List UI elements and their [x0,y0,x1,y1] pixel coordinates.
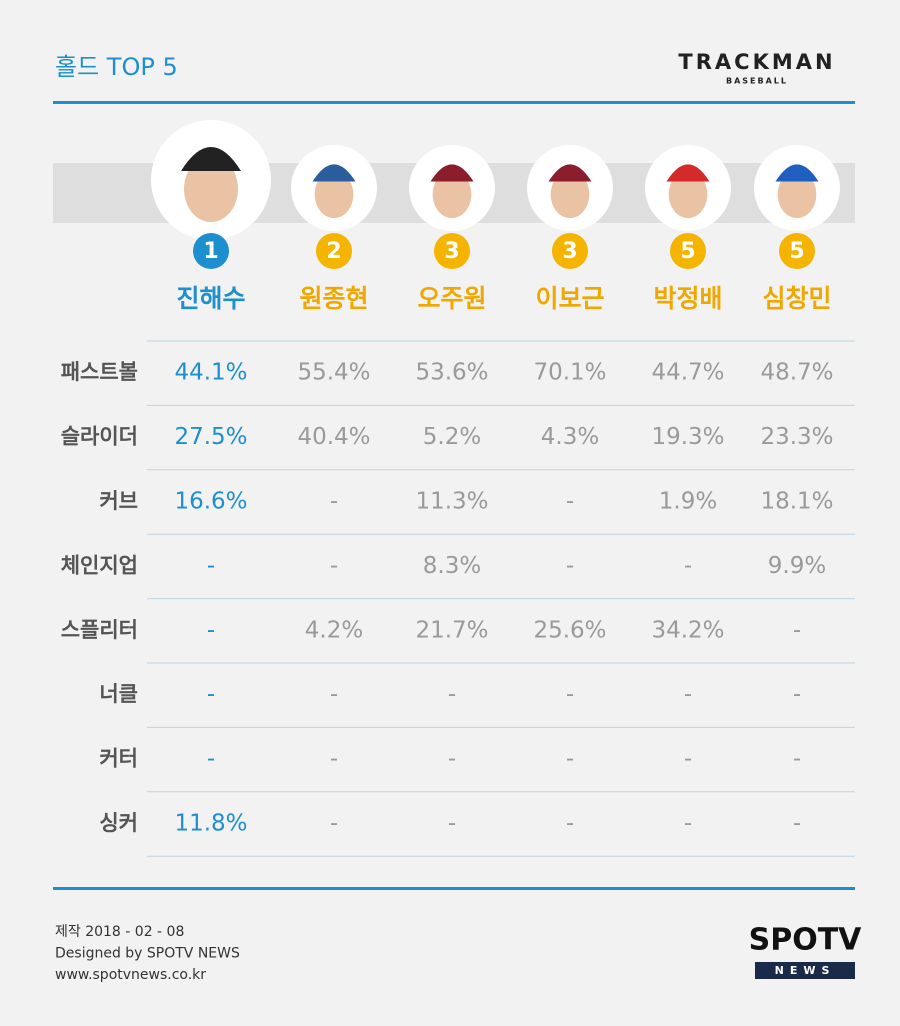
player-name: 박정배 [653,284,722,313]
cell: 55.4% [297,360,370,386]
cell: - [330,553,338,579]
player-cap [775,164,819,182]
player-face [184,156,238,222]
cell: 44.1% [174,360,247,386]
cell: 19.3% [651,424,724,450]
cell: - [684,553,692,579]
cell: 53.6% [415,360,488,386]
player-name: 원종현 [299,284,368,313]
cell: 18.1% [760,489,833,515]
cell: - [793,617,801,643]
cell: 44.7% [651,360,724,386]
player-cap [312,164,356,182]
cell: 27.5% [174,424,247,450]
cell: - [330,746,338,772]
rank-badge [193,233,229,269]
cell: 21.7% [415,617,488,643]
rank-badge [552,233,588,269]
rank: 5 [789,239,804,264]
footer-line: Designed by SPOTV NEWS [55,946,240,962]
footer-line: 제작 2018 - 02 - 08 [55,924,184,940]
rank-badge [316,233,352,269]
cell: 48.7% [760,360,833,386]
cell: - [793,746,801,772]
cell: 9.9% [768,553,826,579]
rank: 2 [326,239,341,264]
cell: 4.3% [541,424,599,450]
cell: 4.2% [305,617,363,643]
trackman-logo: TRACKMAN [678,50,835,74]
cell: 25.6% [533,617,606,643]
cell: 5.2% [423,424,481,450]
cell: - [566,553,574,579]
rank-badge [779,233,815,269]
cell: - [207,746,215,772]
brand: SPOTV [749,923,863,958]
cell: 40.4% [297,424,370,450]
footer-line: www.spotvnews.co.kr [55,967,206,983]
row-label: 너클 [99,682,138,706]
cell: - [330,682,338,708]
player-name: 진해수 [176,284,245,313]
row-label: 싱커 [99,811,138,835]
cell: - [448,682,456,708]
cell: - [684,682,692,708]
player-name: 심창민 [762,284,831,313]
rank: 1 [203,239,218,264]
cell: - [793,682,801,708]
cell: - [684,811,692,837]
cell: 16.6% [174,489,247,515]
bottom-rule [53,887,855,890]
cell: - [207,682,215,708]
cell: - [207,617,215,643]
player-name: 이보근 [535,284,604,313]
player-face [777,170,817,219]
rank: 3 [562,239,577,264]
cell: - [448,811,456,837]
player-face [668,170,708,219]
row-label: 커터 [99,747,138,771]
trackman-sub: BASEBALL [726,77,788,86]
cell: 34.2% [651,617,724,643]
cell: - [330,489,338,515]
cell: - [684,746,692,772]
title: 홀드 TOP 5 [55,53,178,81]
cell: 70.1% [533,360,606,386]
cell: 11.3% [415,489,488,515]
row-label: 패스트볼 [61,360,138,384]
player-cap [548,164,592,182]
cell: 1.9% [659,489,717,515]
player-cap [181,147,241,171]
rank-badge [434,233,470,269]
brand-sub: NEWS [775,964,836,977]
player-face [550,170,590,219]
row-label: 체인지업 [61,553,138,577]
player-cap [666,164,710,182]
cell: - [448,746,456,772]
rank: 5 [680,239,695,264]
player-cap [430,164,474,182]
cell: - [793,811,801,837]
brand-bar [755,962,855,979]
cell: - [566,682,574,708]
player-name: 오주원 [417,284,486,313]
row-label: 커브 [99,489,138,513]
row-label: 슬라이더 [61,425,138,449]
player-face [314,170,354,219]
row-label: 스플리터 [61,618,138,642]
top-rule [53,101,855,104]
cell: 8.3% [423,553,481,579]
cell: - [330,811,338,837]
cell: - [566,489,574,515]
cell: - [566,746,574,772]
cell: 11.8% [174,811,247,837]
player-face [432,170,472,219]
cell: 23.3% [760,424,833,450]
rank: 3 [444,239,459,264]
cell: - [566,811,574,837]
cell: - [207,553,215,579]
rank-badge [670,233,706,269]
